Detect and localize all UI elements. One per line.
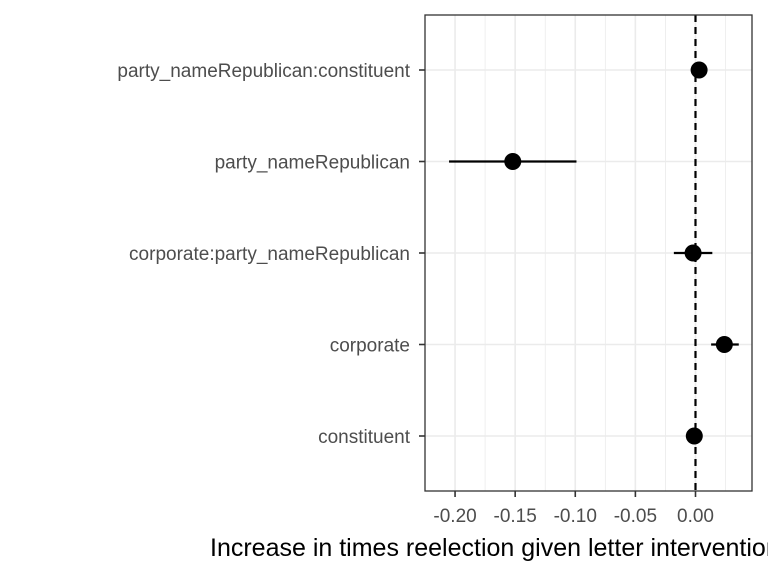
x-axis: -0.20 -0.15 -0.10 -0.05 0.00 bbox=[433, 491, 714, 527]
x-tick-label: -0.10 bbox=[554, 506, 597, 527]
x-tick-label: 0.00 bbox=[677, 506, 714, 527]
estimate-point bbox=[684, 244, 702, 262]
x-tick-label: -0.20 bbox=[433, 506, 476, 527]
x-tick-label: -0.15 bbox=[494, 506, 537, 527]
x-axis-title: Increase in times reelection given lette… bbox=[210, 534, 768, 562]
estimate-point bbox=[690, 61, 708, 79]
estimate-point bbox=[715, 336, 733, 353]
y-axis: party_nameRepublican:constituent party_na… bbox=[117, 61, 425, 448]
y-tick-label: corporate bbox=[330, 336, 410, 357]
estimate-points bbox=[504, 61, 733, 445]
estimate-point bbox=[504, 153, 522, 170]
y-tick-label: party_nameRepublican bbox=[215, 153, 410, 174]
y-tick-label: party_nameRepublican:constituent bbox=[117, 61, 410, 82]
estimate-point bbox=[685, 427, 703, 445]
y-tick-label: constituent bbox=[318, 427, 411, 448]
x-tick-label: -0.05 bbox=[614, 506, 657, 527]
y-tick-label: corporate:party_nameRepublican bbox=[129, 244, 410, 265]
